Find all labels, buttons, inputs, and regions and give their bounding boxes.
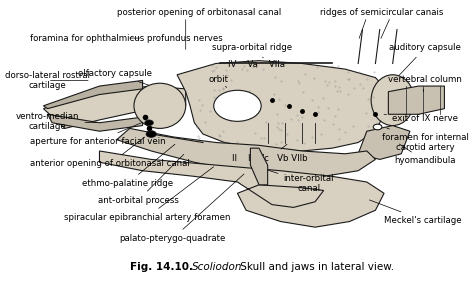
Circle shape bbox=[145, 120, 154, 126]
Text: foramen for internal
carotid artery: foramen for internal carotid artery bbox=[382, 128, 468, 152]
Polygon shape bbox=[117, 128, 375, 176]
Circle shape bbox=[214, 90, 261, 121]
Text: foramina for ophthalmicus profundus nerves: foramina for ophthalmicus profundus nerv… bbox=[30, 34, 223, 42]
Text: Meckel's cartilage: Meckel's cartilage bbox=[369, 200, 462, 225]
Text: aperture for anterior facial vein: aperture for anterior facial vein bbox=[30, 123, 166, 146]
Text: ventro-median
cartilage: ventro-median cartilage bbox=[16, 112, 97, 131]
Circle shape bbox=[374, 124, 382, 130]
Text: anterior opening of orbitonasal canal: anterior opening of orbitonasal canal bbox=[30, 137, 190, 168]
Ellipse shape bbox=[134, 83, 186, 128]
Text: inter-orbital
canal: inter-orbital canal bbox=[264, 169, 334, 193]
Polygon shape bbox=[48, 114, 143, 131]
Text: orbit: orbit bbox=[208, 74, 228, 87]
Ellipse shape bbox=[371, 75, 414, 126]
Text: Scoliodon.: Scoliodon. bbox=[192, 262, 246, 272]
Text: posterior opening of orbitonasal canal: posterior opening of orbitonasal canal bbox=[117, 9, 281, 17]
Polygon shape bbox=[250, 148, 268, 185]
Text: dorso-lateral rostral
cartilage: dorso-lateral rostral cartilage bbox=[5, 71, 90, 90]
Text: olfactory capsule: olfactory capsule bbox=[78, 69, 152, 85]
Polygon shape bbox=[388, 86, 445, 114]
Polygon shape bbox=[44, 86, 186, 128]
Text: hyomandibula: hyomandibula bbox=[394, 144, 456, 165]
Text: vertebral column: vertebral column bbox=[388, 74, 462, 92]
Text: II    III Vc   Vb VIIb: II III Vc Vb VIIb bbox=[232, 144, 308, 162]
Text: IV    Va    VIIa: IV Va VIIa bbox=[228, 60, 285, 69]
Polygon shape bbox=[100, 151, 384, 227]
Text: ethmo-palatine ridge: ethmo-palatine ridge bbox=[82, 144, 175, 188]
Text: spiracular epibranchial artery foramen: spiracular epibranchial artery foramen bbox=[64, 167, 230, 222]
Text: auditory capsule: auditory capsule bbox=[389, 43, 461, 76]
Text: exit of IX nerve: exit of IX nerve bbox=[384, 114, 458, 123]
Text: ant-orbital process: ant-orbital process bbox=[98, 154, 184, 205]
Text: Fig. 14.10.: Fig. 14.10. bbox=[130, 262, 192, 272]
Polygon shape bbox=[44, 80, 143, 109]
Text: supra-orbital ridge: supra-orbital ridge bbox=[212, 43, 292, 58]
Circle shape bbox=[146, 131, 156, 137]
Text: ridges of semicircular canais: ridges of semicircular canais bbox=[320, 9, 444, 17]
Polygon shape bbox=[177, 61, 388, 151]
Text: Skull and jaws in lateral view.: Skull and jaws in lateral view. bbox=[237, 262, 394, 272]
Text: palato-pterygo-quadrate: palato-pterygo-quadrate bbox=[119, 174, 244, 243]
Polygon shape bbox=[358, 126, 410, 159]
